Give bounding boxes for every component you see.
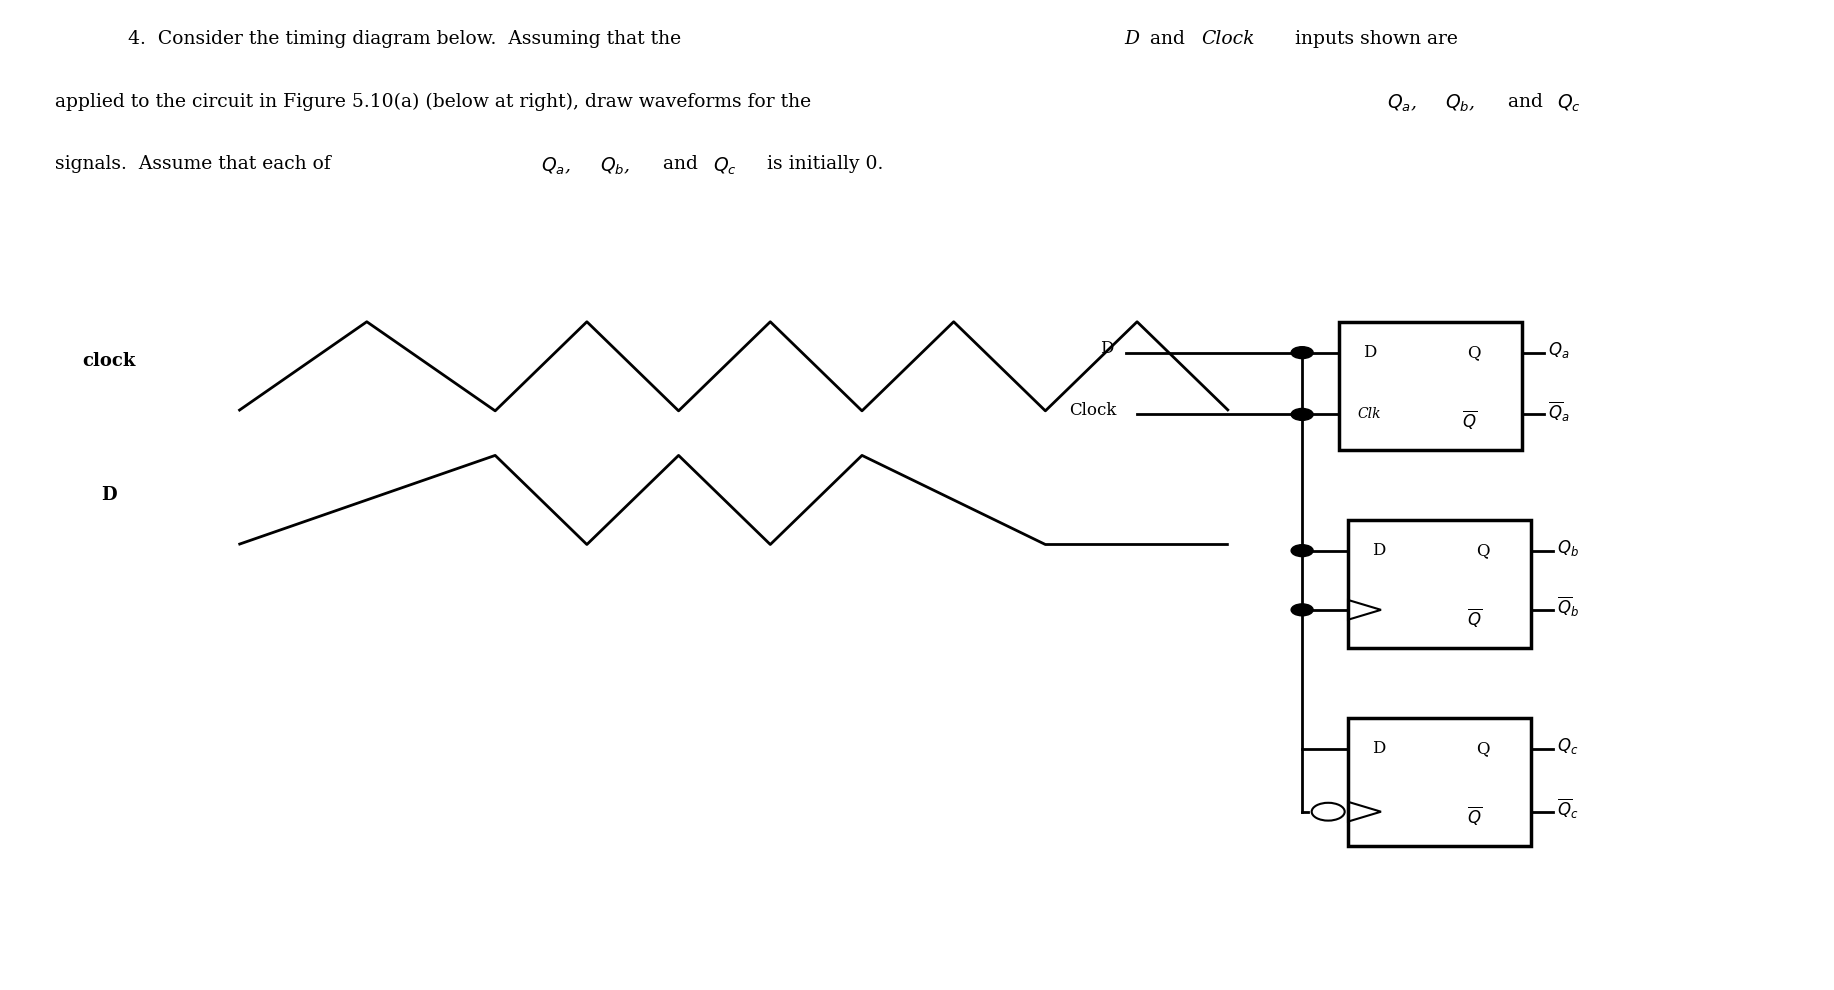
Text: Q: Q xyxy=(1467,345,1480,361)
Text: Q: Q xyxy=(1476,741,1489,757)
Text: Clk: Clk xyxy=(1357,408,1381,422)
Text: D: D xyxy=(1124,30,1139,48)
Text: $Q_a$,: $Q_a$, xyxy=(1387,93,1416,115)
Text: and: and xyxy=(1144,30,1192,48)
Circle shape xyxy=(1291,346,1313,358)
Text: Clock: Clock xyxy=(1069,402,1117,419)
Text: Clock: Clock xyxy=(1201,30,1254,48)
Text: inputs shown are: inputs shown are xyxy=(1289,30,1458,48)
Bar xyxy=(1348,718,1531,846)
Text: D: D xyxy=(1372,543,1385,559)
Text: $Q_c$: $Q_c$ xyxy=(1557,93,1581,115)
Text: $Q_c$: $Q_c$ xyxy=(713,155,737,177)
Text: $\overline{Q}_c$: $\overline{Q}_c$ xyxy=(1557,797,1579,821)
Text: D: D xyxy=(1372,741,1385,757)
Text: D: D xyxy=(101,486,117,504)
Text: signals.  Assume that each of: signals. Assume that each of xyxy=(55,155,337,173)
Text: $\overline{Q}_b$: $\overline{Q}_b$ xyxy=(1557,595,1579,619)
Text: 4.  Consider the timing diagram below.  Assuming that the: 4. Consider the timing diagram below. As… xyxy=(128,30,688,48)
Text: $Q_b$: $Q_b$ xyxy=(1557,538,1579,557)
Text: $\overline{Q}$: $\overline{Q}$ xyxy=(1467,804,1482,827)
Text: is initially 0.: is initially 0. xyxy=(761,155,884,173)
Text: $\overline{Q}$: $\overline{Q}$ xyxy=(1462,408,1476,431)
Text: $Q_a$: $Q_a$ xyxy=(1548,340,1570,359)
Bar xyxy=(1339,322,1522,450)
Circle shape xyxy=(1291,409,1313,421)
Bar xyxy=(1348,520,1531,648)
Text: $Q_a$,: $Q_a$, xyxy=(541,155,570,177)
Text: $Q_c$: $Q_c$ xyxy=(1557,736,1579,755)
Text: and: and xyxy=(657,155,697,173)
Text: $\overline{Q}_a$: $\overline{Q}_a$ xyxy=(1548,399,1570,424)
Text: $\overline{Q}$: $\overline{Q}$ xyxy=(1467,606,1482,629)
Text: $Q_b$,: $Q_b$, xyxy=(600,155,629,177)
Text: applied to the circuit in Figure 5.10(a) (below at right), draw waveforms for th: applied to the circuit in Figure 5.10(a)… xyxy=(55,93,818,111)
Circle shape xyxy=(1291,544,1313,556)
Text: Q: Q xyxy=(1476,543,1489,559)
Text: $Q_b$,: $Q_b$, xyxy=(1445,93,1475,115)
Text: D: D xyxy=(1100,341,1113,357)
Circle shape xyxy=(1291,604,1313,616)
Text: clock: clock xyxy=(83,352,136,370)
Text: D: D xyxy=(1363,345,1376,361)
Text: and: and xyxy=(1502,93,1542,111)
